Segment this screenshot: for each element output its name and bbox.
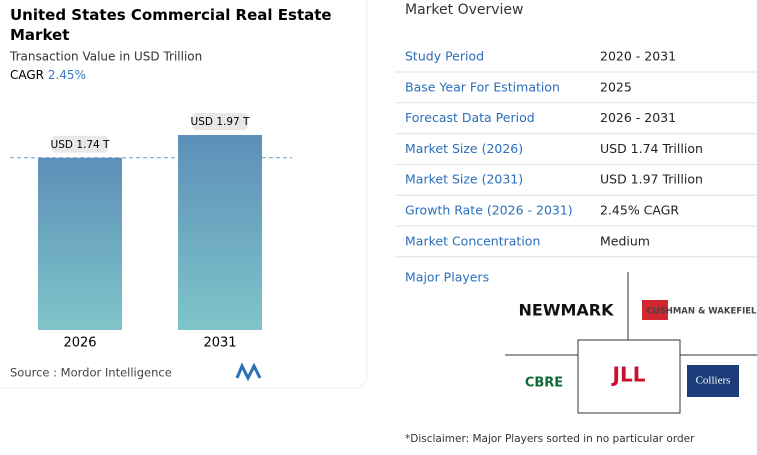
logo-jll: JLL bbox=[611, 363, 646, 387]
row-label: Forecast Data Period bbox=[405, 110, 535, 125]
row-label: Growth Rate (2026 - 2031) bbox=[405, 203, 573, 218]
brand-logo bbox=[235, 362, 262, 382]
logo-icon bbox=[642, 300, 668, 320]
disclaimer: *Disclaimer: Major Players sorted in no … bbox=[405, 433, 695, 445]
row-label: Market Concentration bbox=[405, 233, 540, 248]
row-value: 2020 - 2031 bbox=[600, 49, 676, 64]
row-value: USD 1.97 Trillion bbox=[600, 172, 703, 187]
cagr: CAGR 2.45% bbox=[10, 68, 86, 82]
value-label: USD 1.97 T bbox=[191, 116, 250, 128]
chart-title: United States Commercial Real Estate Mark… bbox=[10, 6, 332, 44]
row-label: Market Size (2026) bbox=[405, 141, 523, 156]
row-label: Study Period bbox=[405, 49, 484, 64]
x-tick-label: 2031 bbox=[203, 336, 236, 351]
chart-subtitle: Transaction Value in USD Trillion bbox=[9, 50, 202, 64]
value-label-bg bbox=[192, 113, 248, 130]
row-value: 2.45% CAGR bbox=[600, 203, 679, 218]
x-tick-label: 2026 bbox=[63, 336, 96, 351]
row-value: 2026 - 2031 bbox=[600, 110, 676, 125]
row-label: Base Year For Estimation bbox=[405, 79, 560, 94]
logo-box bbox=[577, 339, 681, 414]
logo-colliers-bg bbox=[687, 365, 739, 397]
row-value: 2025 bbox=[600, 79, 632, 94]
players-label: Major Players bbox=[405, 270, 489, 285]
logo-newmark: NEWMARK bbox=[519, 301, 615, 320]
row-value: Medium bbox=[600, 233, 650, 248]
bar bbox=[38, 157, 122, 330]
row-value: USD 1.74 Trillion bbox=[600, 141, 703, 156]
logo-cbre: CBRE bbox=[525, 376, 563, 391]
cagr-label: CAGR bbox=[10, 68, 44, 82]
logo-cushman: CUSHMAN & WAKEFIELD bbox=[646, 307, 757, 317]
cagr-value: 2.45% bbox=[48, 68, 86, 82]
row-label: Market Size (2031) bbox=[405, 172, 523, 187]
source: Source : Mordor Intelligence bbox=[10, 366, 172, 380]
value-label-bg bbox=[52, 135, 108, 153]
bar bbox=[178, 135, 262, 330]
logo-colliers: Colliers bbox=[696, 375, 731, 387]
overview-title: Market Overview bbox=[405, 2, 524, 18]
value-label: USD 1.74 T bbox=[51, 139, 110, 151]
